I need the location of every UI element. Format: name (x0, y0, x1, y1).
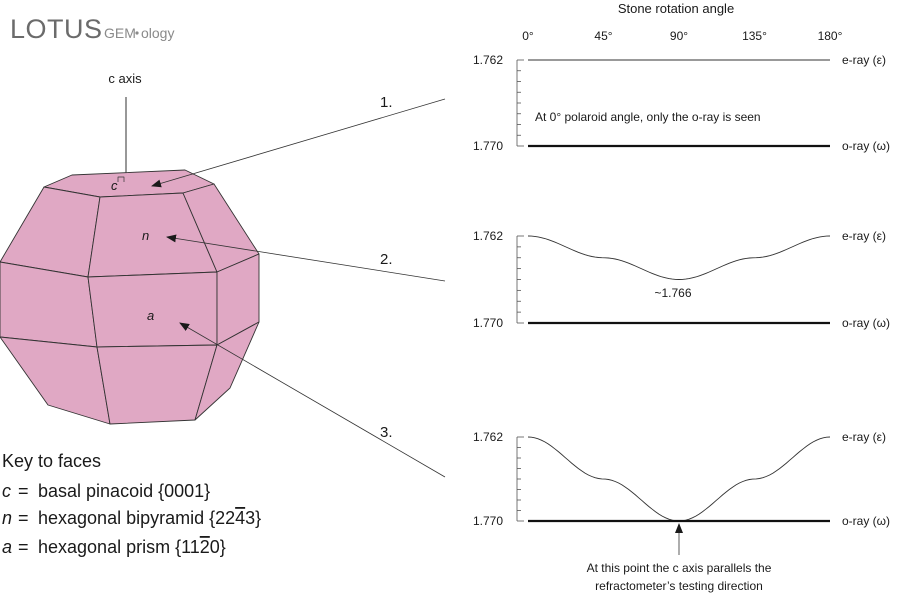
key-symbol-c: c (2, 481, 11, 501)
annotation-panel-3-line-2: refractometer’s testing direction (595, 579, 763, 593)
rotation-tick-labels: 0° 45° 90° 135° 180° (522, 29, 842, 43)
y-tick-label-bottom: 1.770 (473, 514, 503, 528)
e-ray-label: e-ray (ε) (842, 430, 886, 444)
rotation-axis-header: Stone rotation angle 0° 45° 90° 135° 180° (522, 1, 842, 43)
key-text-c: basal pinacoid {0001} (38, 481, 210, 501)
callout-2: 2. (380, 251, 393, 268)
key-eq-n: = (18, 508, 29, 528)
key-text-a: hexagonal prism {1120} (38, 537, 226, 557)
rotation-axis-title: Stone rotation angle (618, 1, 734, 16)
face-label-c: c (111, 178, 118, 193)
y-tick-label-bottom: 1.770 (473, 316, 503, 330)
y-tick-label-top: 1.762 (473, 53, 503, 67)
face-n-lower-right (194, 321, 260, 421)
annotation-panel-3-line-1: At this point the c axis parallels the (587, 561, 772, 575)
annotation-panel-2: ~1.766 (654, 286, 691, 300)
key-eq-a: = (18, 537, 29, 557)
logo-dot (135, 31, 139, 35)
logo-sub-gem: GEM (104, 25, 136, 41)
sapphire-crystal-drawing: c axis c n a (0, 71, 260, 425)
rotation-tick-2: 90° (670, 29, 688, 43)
face-label-a: a (147, 308, 154, 323)
chart-panel-2: 1.762 1.770 e-ray (ε) o-ray (ω) ~1.766 (473, 229, 890, 330)
logo-sub-ology: ology (141, 25, 174, 41)
e-ray-label: e-ray (ε) (842, 229, 886, 243)
overbar-digit-a: 2 (200, 537, 210, 557)
face-label-n: n (142, 228, 149, 243)
lotus-gemology-logo: LOTUS GEM ology (10, 14, 174, 44)
key-symbol-n: n (2, 508, 12, 528)
logo-main: LOTUS (10, 14, 103, 44)
key-eq-c: = (18, 481, 29, 501)
annotation-panel-1: At 0° polaroid angle, only the o-ray is … (535, 110, 761, 124)
callout-1: 1. (380, 94, 393, 111)
rotation-tick-4: 180° (818, 29, 843, 43)
chart-panel-3: 1.762 1.770 e-ray (ε) o-ray (ω) At this poin… (473, 430, 890, 593)
callout-leaders (151, 98, 446, 478)
e-ray-line (527, 235, 831, 280)
key-symbol-a: a (2, 537, 12, 557)
chart-panel-1: 1.762 1.770 e-ray (ε) o-ray (ω) At 0° polaro… (473, 53, 890, 153)
o-ray-label: o-ray (ω) (842, 316, 890, 330)
leader-1 (151, 98, 446, 188)
y-tick-label-top: 1.762 (473, 430, 503, 444)
e-ray-line (527, 436, 831, 522)
key-to-faces: Key to faces c = basal pinacoid {0001} n… (2, 451, 261, 557)
key-title: Key to faces (2, 451, 101, 471)
right-angle-mark (117, 176, 125, 182)
leader-2 (166, 234, 446, 282)
rotation-tick-0: 0° (522, 29, 534, 43)
face-n-lower-left (0, 336, 111, 425)
e-ray-label: e-ray (ε) (842, 53, 886, 67)
callout-3: 3. (380, 424, 393, 441)
rotation-tick-1: 45° (594, 29, 612, 43)
refractometer-charts: 1.762 1.770 e-ray (ε) o-ray (ω) At 0° polaro… (473, 53, 890, 593)
c-axis-label: c axis (108, 71, 142, 86)
crystal-faces (0, 169, 260, 425)
rotation-tick-3: 135° (742, 29, 767, 43)
face-n-left (0, 186, 101, 278)
o-ray-label: o-ray (ω) (842, 139, 890, 153)
key-text-n: hexagonal bipyramid {2243} (38, 508, 261, 528)
leader-3 (179, 322, 446, 478)
y-tick-label-top: 1.762 (473, 229, 503, 243)
y-tick-label-bottom: 1.770 (473, 139, 503, 153)
overbar-digit-n: 4 (235, 508, 245, 528)
o-ray-label: o-ray (ω) (842, 514, 890, 528)
